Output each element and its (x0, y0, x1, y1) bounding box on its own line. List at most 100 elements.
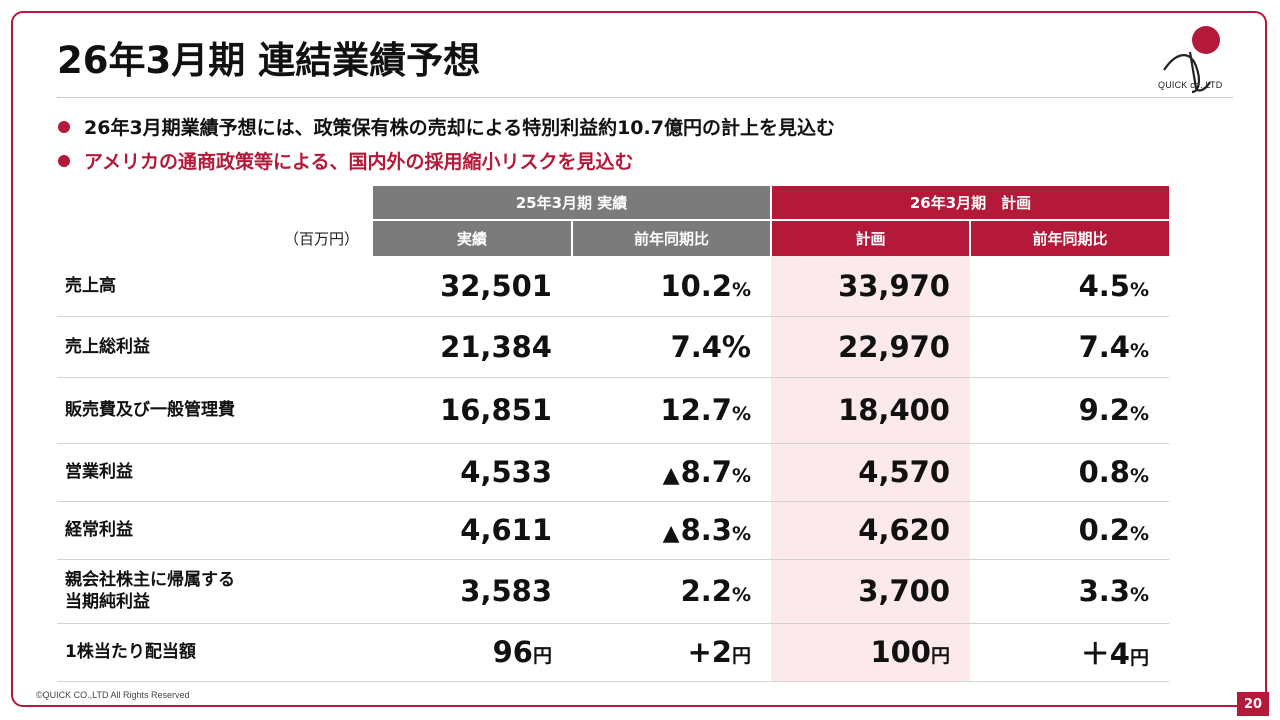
plan-yoy-cell: 0.8% (970, 443, 1169, 502)
actual-cell: 3,583 (373, 559, 572, 624)
actual-yoy-cell-value: 12.7 (660, 393, 732, 427)
plan-yoy-cell: 7.4% (970, 316, 1169, 378)
actual-yoy-cell-unit: % (731, 523, 751, 545)
copyright: ©QUICK CO.,LTD All Rights Reserved (36, 690, 190, 700)
actual-cell-value: 3,583 (460, 574, 552, 608)
header-plan: 計画 (770, 219, 970, 256)
actual-yoy-cell-unit: 円 (731, 645, 751, 667)
actual-yoy-cell: +2円 (572, 623, 771, 682)
actual-cell-value: 16,851 (440, 393, 552, 427)
row-label: 親会社株主に帰属する 当期純利益 (57, 559, 373, 624)
header-group-plan: 26年3月期 計画 (770, 186, 1169, 220)
plan-yoy-cell-unit: % (1129, 278, 1149, 301)
plan-cell: 3,700 (771, 559, 970, 624)
plan-cell: 100円 (771, 623, 970, 682)
forecast-table: 25年3月期 実績 26年3月期 計画 （百万円） 実績 前年同期比 計画 前年… (57, 186, 1169, 682)
plan-cell: 33,970 (771, 256, 970, 317)
bullet-text: 26年3月期業績予想には、政策保有株の売却による特別利益約10.7億円の計上を見… (84, 117, 835, 139)
actual-yoy-cell-value: 8.7 (680, 455, 732, 489)
header-actual-yoy: 前年同期比 (571, 219, 771, 256)
actual-yoy-cell: ▲8.3% (572, 501, 771, 560)
plan-yoy-cell: 0.2% (970, 501, 1169, 560)
plan-yoy-cell-value: 3.3 (1078, 574, 1130, 608)
table-row: 1株当たり配当額 96円 +2円 100円 ＋4円 (57, 623, 1169, 682)
plan-yoy-cell-value: 7.4 (1078, 329, 1130, 364)
actual-yoy-cell-unit: % (731, 584, 751, 606)
actual-cell: 4,533 (373, 443, 572, 502)
plan-yoy-cell: ＋4円 (970, 623, 1169, 682)
title-divider (57, 97, 1233, 98)
plan-yoy-cell-unit: % (1129, 584, 1149, 606)
plan-yoy-cell-value: 9.2 (1078, 393, 1130, 427)
unit-label: （百万円） (57, 220, 373, 256)
row-label-text: 親会社株主に帰属する 当期純利益 (65, 570, 235, 612)
row-label: 販売費及び一般管理費 (57, 377, 373, 444)
actual-yoy-cell: 12.7% (572, 377, 771, 444)
actual-yoy-cell: 7.4% (572, 316, 771, 378)
table-row: 販売費及び一般管理費 16,851 12.7% 18,400 9.2% (57, 377, 1169, 444)
actual-yoy-cell: 10.2% (572, 256, 771, 317)
actual-yoy-cell: ▲8.7% (572, 443, 771, 502)
plan-cell-value: 18,400 (838, 393, 950, 427)
plan-cell-value: 4,620 (858, 513, 950, 547)
plan-yoy-cell: 3.3% (970, 559, 1169, 624)
actual-cell: 4,611 (373, 501, 572, 560)
plan-cell-value: 33,970 (838, 268, 950, 303)
header-actual: 実績 (373, 219, 572, 256)
actual-yoy-cell-value: 2.2 (680, 574, 732, 608)
actual-cell-value: 96 (492, 635, 533, 669)
actual-cell-value: 4,533 (460, 455, 552, 489)
quick-logo-icon (1163, 26, 1220, 94)
bullet-dot-icon (58, 154, 70, 167)
bullet-dot-icon (58, 120, 70, 133)
table-row: 経常利益 4,611 ▲8.3% 4,620 0.2% (57, 501, 1169, 560)
actual-yoy-cell-unit: % (731, 403, 751, 425)
row-label: 売上総利益 (57, 316, 373, 378)
header-plan-yoy: 前年同期比 (969, 219, 1169, 256)
row-label: 経常利益 (57, 501, 373, 560)
actual-yoy-cell-value: 8.3 (680, 513, 732, 547)
plan-cell-value: 100 (870, 635, 931, 669)
actual-yoy-cell-value: 10.2 (660, 268, 732, 303)
row-label: 営業利益 (57, 443, 373, 502)
bullet-text: アメリカの通商政策等による、国内外の採用縮小リスクを見込む (84, 151, 634, 173)
plan-cell: 4,570 (771, 443, 970, 502)
plan-cell-unit: 円 (930, 645, 950, 667)
plan-yoy-cell-value: 4.5 (1078, 268, 1130, 303)
actual-yoy-cell: 2.2% (572, 559, 771, 624)
header-empty (57, 186, 373, 220)
plan-yoy-cell: 4.5% (970, 256, 1169, 317)
plan-yoy-cell-value: ＋4 (1080, 637, 1130, 671)
bullet-1: 26年3月期業績予想には、政策保有株の売却による特別利益約10.7億円の計上を見… (58, 113, 835, 140)
table-row: 営業利益 4,533 ▲8.7% 4,570 0.8% (57, 443, 1169, 502)
actual-cell: 32,501 (373, 256, 572, 317)
table-row: 売上高 32,501 10.2% 33,970 4.5% (57, 256, 1169, 317)
actual-yoy-cell-value: +2 (687, 635, 732, 669)
decrease-mark: ▲ (662, 463, 680, 488)
actual-yoy-cell-unit: % (731, 465, 751, 487)
plan-yoy-cell-unit: % (1129, 523, 1149, 545)
plan-yoy-cell-unit: % (1129, 465, 1149, 487)
plan-cell: 18,400 (771, 377, 970, 444)
plan-yoy-cell-value: 0.8 (1078, 455, 1130, 489)
plan-yoy-cell-value: 0.2 (1078, 513, 1130, 547)
actual-yoy-cell-value: 7.4% (670, 329, 751, 364)
table-row: 親会社株主に帰属する 当期純利益 3,583 2.2% 3,700 3.3% (57, 559, 1169, 624)
plan-cell: 4,620 (771, 501, 970, 560)
plan-yoy-cell-unit: 円 (1129, 647, 1149, 669)
actual-cell-value: 4,611 (460, 513, 552, 547)
row-label: 売上高 (57, 256, 373, 317)
header-group-actual: 25年3月期 実績 (373, 186, 771, 220)
actual-cell: 21,384 (373, 316, 572, 378)
plan-yoy-cell-unit: % (1129, 403, 1149, 425)
logo-text: QUICK co.,LTD (1158, 80, 1223, 90)
actual-cell-value: 21,384 (440, 329, 552, 364)
plan-yoy-cell: 9.2% (970, 377, 1169, 444)
plan-yoy-cell-unit: % (1129, 339, 1149, 362)
decrease-mark: ▲ (662, 521, 680, 546)
actual-cell-value: 32,501 (440, 268, 552, 303)
plan-cell-value: 4,570 (858, 455, 950, 489)
actual-cell: 96円 (373, 623, 572, 682)
actual-yoy-cell-unit: % (731, 278, 751, 301)
actual-cell-unit: 円 (532, 645, 552, 667)
